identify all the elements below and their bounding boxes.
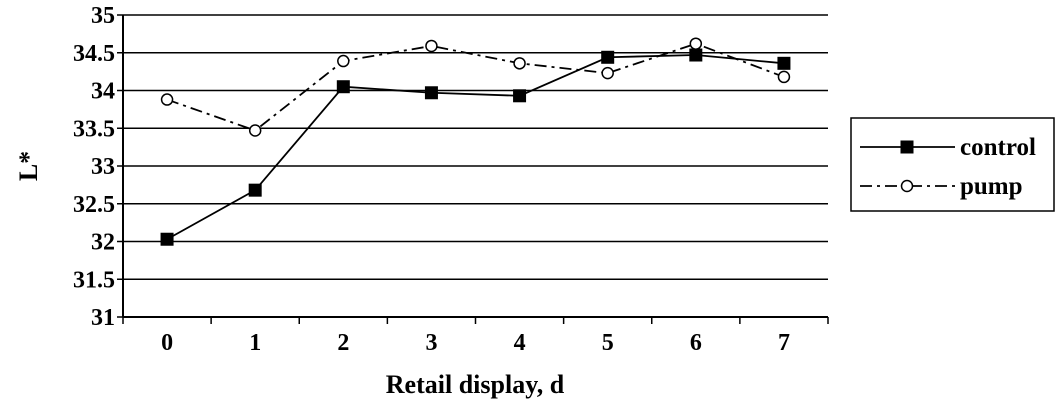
y-tick-label: 34.5 — [73, 41, 115, 67]
legend-label-pump: pump — [960, 173, 1023, 200]
y-tick-label: 34 — [91, 79, 115, 105]
x-axis-title: Retail display, d — [386, 370, 565, 399]
x-tick-label: 3 — [425, 330, 437, 356]
data-point-control — [160, 232, 174, 246]
axes — [122, 15, 828, 318]
x-tick-label: 0 — [161, 330, 173, 356]
y-tick-label: 32 — [91, 230, 115, 256]
legend-marker-pump — [900, 179, 914, 193]
series-layer — [160, 37, 791, 246]
x-tick-label: 2 — [337, 330, 349, 356]
legend-label-control: control — [960, 134, 1036, 161]
data-point-control — [689, 48, 703, 62]
data-point-pump — [689, 37, 703, 50]
data-point-control — [336, 80, 350, 94]
data-point-control — [513, 89, 527, 103]
series-control — [160, 48, 791, 246]
y-tick-label: 35 — [91, 3, 115, 29]
y-tick-label: 32.5 — [73, 192, 115, 218]
legend: control pump — [850, 117, 1055, 212]
data-point-control — [601, 50, 615, 64]
y-tick-labels: 31 31.5 32 32.5 33 33.5 34 34.5 35 — [73, 3, 115, 331]
data-point-control — [248, 183, 262, 197]
legend-box — [850, 117, 1055, 212]
x-tick-label: 5 — [602, 330, 614, 356]
data-point-pump — [601, 66, 614, 80]
data-point-control — [424, 86, 438, 100]
series-pump — [160, 37, 791, 137]
x-tick-labels: 0 1 2 3 4 5 6 7 — [161, 330, 790, 356]
data-point-pump — [160, 93, 174, 106]
series-line-control — [166, 54, 785, 241]
data-point-pump — [248, 124, 262, 137]
legend-items: control pump — [860, 134, 1036, 200]
x-tick-label: 1 — [249, 330, 261, 356]
x-tick-label: 6 — [690, 330, 702, 356]
data-point-control — [777, 56, 791, 70]
data-point-pump — [337, 54, 350, 68]
data-point-pump — [777, 70, 791, 84]
y-tick-label: 31.5 — [73, 267, 115, 293]
x-tick-label: 4 — [514, 330, 526, 356]
gridlines — [117, 14, 829, 324]
data-point-pump — [513, 57, 526, 70]
series-line-pump — [166, 42, 785, 132]
y-axis-title: L* — [14, 151, 43, 181]
x-tick-label: 7 — [778, 330, 790, 356]
y-tick-label: 33.5 — [73, 116, 115, 142]
data-point-pump — [425, 39, 438, 53]
y-tick-label: 33 — [91, 154, 115, 180]
y-tick-label: 31 — [91, 305, 115, 331]
legend-marker-control — [900, 140, 914, 154]
